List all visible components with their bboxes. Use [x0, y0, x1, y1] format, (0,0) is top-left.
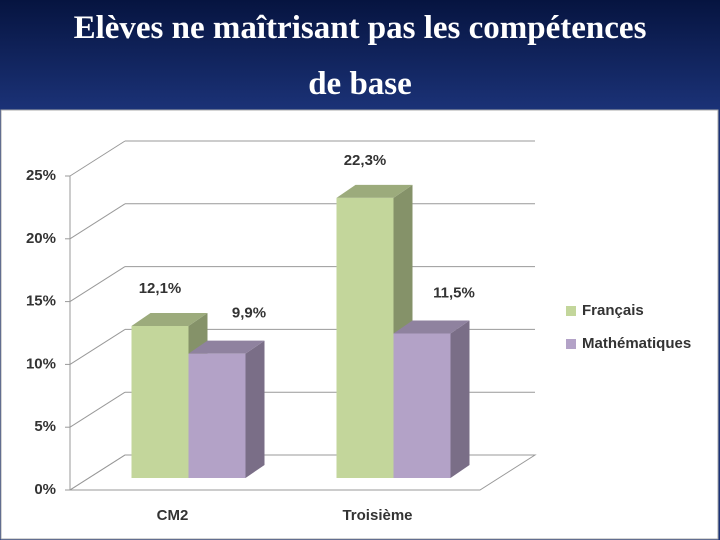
grid-line	[69, 391, 126, 428]
y-tick-label: 15%	[26, 293, 56, 310]
bar-face	[188, 353, 246, 478]
bar-face	[336, 197, 394, 479]
legend-swatch	[566, 306, 576, 316]
bar	[393, 320, 470, 478]
x-tick-label: CM2	[157, 507, 189, 524]
bar-face	[188, 340, 265, 354]
value-label: 11,5%	[433, 285, 475, 302]
y-tick-label: 5%	[34, 418, 56, 435]
y-tick-label: 10%	[26, 355, 56, 372]
y-tick-label: 0%	[34, 481, 56, 498]
bar	[188, 340, 265, 478]
bar-face	[131, 326, 189, 478]
x-tick-label: Troisième	[342, 507, 412, 524]
bar-face	[245, 340, 265, 478]
grid-line	[69, 140, 126, 177]
legend-label: Français	[582, 302, 644, 319]
grid-line	[69, 203, 126, 240]
bar-face	[393, 320, 470, 334]
value-label: 9,9%	[232, 305, 266, 322]
y-tick-label: 20%	[26, 230, 56, 247]
y-tick-label: 25%	[26, 167, 56, 184]
value-label: 12,1%	[139, 280, 182, 297]
legend-swatch	[566, 339, 576, 349]
bar-face	[336, 184, 413, 198]
legend-label: Mathématiques	[582, 335, 691, 352]
bar-face	[450, 320, 470, 478]
bar-face	[131, 313, 208, 327]
value-label: 22,3%	[344, 152, 387, 169]
grid-line	[69, 266, 126, 303]
grid-line	[69, 328, 126, 365]
chart-title: Elèves ne maîtrisant pas les compétences…	[73, 10, 647, 102]
grid-line	[69, 454, 126, 491]
bar-face	[393, 333, 451, 478]
